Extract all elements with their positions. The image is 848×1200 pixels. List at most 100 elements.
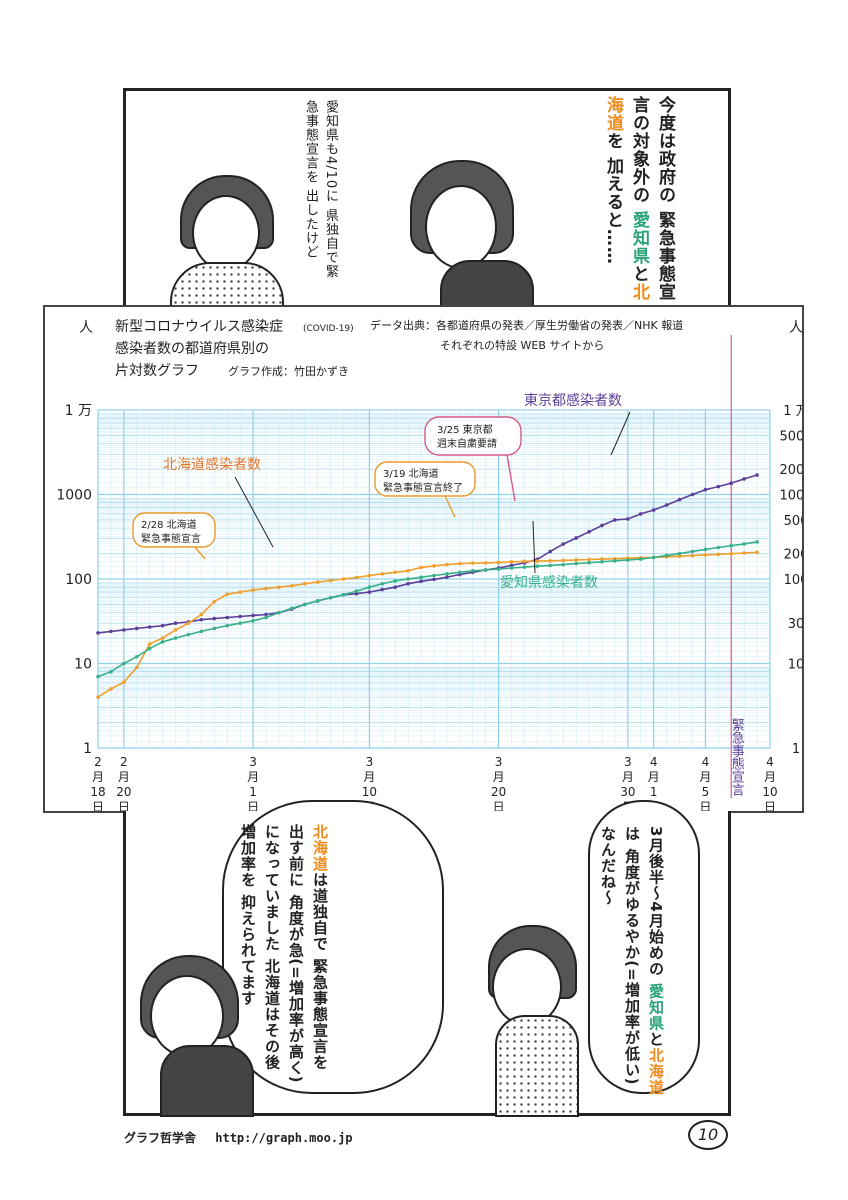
data-point-1 bbox=[535, 559, 540, 563]
data-point-1 bbox=[755, 550, 759, 555]
data-point-2 bbox=[302, 602, 307, 607]
data-point-2 bbox=[664, 553, 669, 558]
data-point-1 bbox=[96, 695, 100, 699]
hokkaido-highlight-3: 北海道 bbox=[311, 824, 329, 872]
callout-hokkaido-emergency-box bbox=[132, 512, 216, 548]
data-point-0 bbox=[109, 629, 113, 634]
x-tick-label: 1 bbox=[650, 785, 658, 799]
data-point-0 bbox=[160, 623, 165, 628]
data-point-2 bbox=[496, 567, 501, 571]
data-point-0 bbox=[432, 577, 436, 582]
x-tick-label: 月 bbox=[493, 770, 505, 784]
data-point-1 bbox=[225, 592, 230, 597]
y-tick-label-right: 200 bbox=[784, 548, 802, 563]
data-point-0 bbox=[548, 549, 553, 554]
data-point-1 bbox=[522, 559, 527, 564]
series-line-2 bbox=[97, 541, 758, 678]
series-line-0 bbox=[97, 474, 758, 634]
data-point-2 bbox=[264, 615, 268, 620]
data-point-0 bbox=[651, 508, 656, 512]
data-point-0 bbox=[677, 497, 682, 502]
data-point-2 bbox=[277, 610, 281, 615]
data-point-1 bbox=[290, 584, 294, 588]
x-tick-label: 4 bbox=[650, 755, 658, 769]
data-point-1 bbox=[574, 558, 578, 562]
data-point-2 bbox=[160, 640, 165, 644]
data-point-2 bbox=[122, 661, 126, 666]
callout-hokkaido-end-text: 緊急事態宣言終了 bbox=[383, 481, 463, 494]
data-point-2 bbox=[109, 669, 113, 674]
data-point-2 bbox=[315, 599, 320, 603]
y-tick-label-right: 100 bbox=[784, 573, 802, 588]
data-point-2 bbox=[96, 674, 100, 679]
data-point-2 bbox=[690, 549, 695, 554]
aichi-highlight-2: 愛知県 bbox=[647, 983, 665, 1032]
x-tick-label: 1 bbox=[249, 785, 257, 799]
footer: グラフ哲学舎 http://graph.moo.jp bbox=[124, 1129, 353, 1146]
emergency-marker-label: 緊急事態宣言 bbox=[729, 718, 745, 796]
data-point-2 bbox=[742, 542, 746, 546]
data-point-0 bbox=[264, 612, 268, 617]
data-point-2 bbox=[703, 547, 708, 552]
chart-title-line3: 片対数グラフ bbox=[115, 363, 199, 379]
data-point-1 bbox=[470, 561, 475, 565]
publisher-url[interactable]: http://graph.moo.jp bbox=[215, 1131, 353, 1145]
data-point-1 bbox=[302, 581, 307, 586]
x-tick-label: 日 bbox=[92, 800, 104, 811]
data-point-1 bbox=[134, 665, 139, 670]
x-tick-label: 3 bbox=[624, 755, 632, 769]
data-point-1 bbox=[690, 553, 695, 558]
data-point-2 bbox=[380, 581, 385, 586]
data-point-1 bbox=[264, 586, 268, 591]
x-tick-label: 20 bbox=[491, 785, 506, 799]
data-point-0 bbox=[445, 575, 449, 580]
data-point-2 bbox=[225, 623, 230, 628]
y-tick-label-right: 2000 bbox=[779, 463, 802, 478]
data-point-1 bbox=[587, 557, 591, 562]
data-point-2 bbox=[147, 646, 152, 651]
data-point-2 bbox=[251, 619, 255, 623]
data-point-0 bbox=[638, 512, 643, 516]
data-point-1 bbox=[445, 562, 449, 567]
x-tick-label: 2 bbox=[94, 755, 102, 769]
data-point-2 bbox=[716, 545, 721, 550]
data-point-2 bbox=[432, 573, 436, 578]
x-tick-label: 月 bbox=[648, 770, 660, 784]
y-tick-label-right: 1 万 bbox=[783, 404, 802, 419]
y-tick-label-left: 1 万 bbox=[65, 403, 92, 419]
data-point-0 bbox=[354, 591, 359, 596]
data-point-1 bbox=[109, 687, 113, 691]
data-point-1 bbox=[367, 573, 372, 578]
data-point-0 bbox=[225, 615, 230, 620]
data-point-1 bbox=[160, 636, 165, 640]
data-point-1 bbox=[458, 561, 462, 566]
data-point-0 bbox=[419, 579, 423, 584]
data-point-1 bbox=[277, 585, 281, 589]
data-point-0 bbox=[690, 492, 695, 497]
data-point-2 bbox=[483, 568, 488, 572]
y-unit-right: 人 bbox=[789, 320, 802, 336]
data-point-2 bbox=[406, 577, 410, 581]
data-point-2 bbox=[445, 572, 449, 576]
publisher-name: グラフ哲学舎 bbox=[124, 1131, 197, 1145]
callout-hokkaido-end-box bbox=[374, 461, 476, 497]
y-tick-label-left: 10 bbox=[74, 657, 92, 673]
narration-text: 今度は政府の 緊急事態宣言の対象外の 愛知県と北海道を 加えると…… bbox=[603, 96, 675, 301]
data-point-0 bbox=[703, 487, 708, 492]
x-tick-label: 3 bbox=[249, 755, 257, 769]
data-point-2 bbox=[755, 540, 759, 544]
label-aichi: 愛知県感染者数 bbox=[500, 574, 598, 591]
data-point-2 bbox=[134, 655, 139, 659]
y-tick-label-right: 30 bbox=[788, 617, 802, 632]
data-point-0 bbox=[367, 590, 372, 594]
data-point-0 bbox=[509, 563, 514, 568]
x-tick-label: 月 bbox=[118, 770, 130, 784]
data-point-2 bbox=[729, 543, 734, 548]
x-tick-label: 日 bbox=[764, 800, 776, 811]
left-bubble-text: 北海道は道独自で 緊急事態宣言を出す前に 角度が急(=増加率が高く) になってい… bbox=[239, 824, 329, 1084]
x-tick-label: 18 bbox=[90, 785, 105, 799]
chart-source-line2: それぞれの特設 WEB サイトから bbox=[440, 338, 604, 352]
data-point-2 bbox=[613, 559, 617, 563]
data-point-2 bbox=[509, 566, 514, 570]
data-point-1 bbox=[251, 588, 255, 592]
